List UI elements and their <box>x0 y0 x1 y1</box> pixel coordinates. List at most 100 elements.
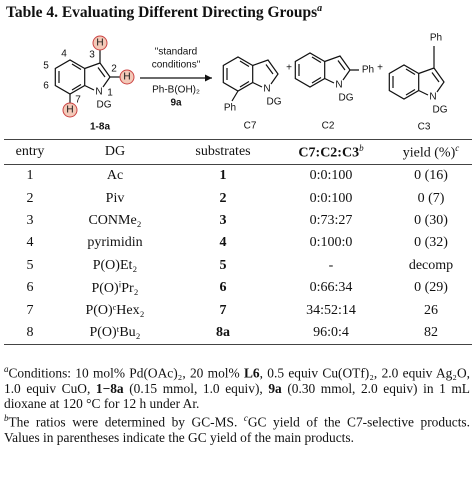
footnote-mark: c <box>455 142 460 153</box>
footnotes: aConditions: 10 mol% Pd(OAc)₂, 20 mol% L… <box>4 362 470 445</box>
table-cell: 5 <box>26 257 34 273</box>
table-cell: - <box>328 257 334 273</box>
table-cell: 1 <box>219 168 227 184</box>
footnote-mark: a <box>4 364 9 374</box>
footnote-text: , 0.5 equiv Cu(OTf)₂, 2.0 equiv Ag₂O, 1.… <box>4 365 470 396</box>
footnote: aConditions: 10 mol% Pd(OAc)₂, 20 mol% L… <box>4 362 470 411</box>
table-row: 7 P(O)ᶜHex₂ 7 34:52:14 26 <box>4 299 472 321</box>
atom-dg: DG <box>433 105 448 116</box>
header-text: entry <box>15 144 45 159</box>
footnote-text: GC yield of the C7-selective products. V… <box>4 414 470 445</box>
table-cell: 0 (29) <box>414 280 448 296</box>
table-body: 1 Ac 1 0:0:100 0 (16) 2 Piv 2 0:0:100 0 (7) 3 CONMe… <box>4 165 472 346</box>
table-cell: 0:73:27 <box>309 212 353 228</box>
footnote-text: L6 <box>243 365 260 381</box>
table-cell: 3 <box>219 212 227 228</box>
title-text: Table 4. Evaluating Different Directing … <box>6 4 318 22</box>
table-cell: 5 <box>219 257 227 273</box>
footnote-mark: b <box>359 142 364 153</box>
reactant: H H H N DG 4 5 6 7 3 2 1 1-8a <box>43 35 135 133</box>
table-cell: 82 <box>390 321 472 346</box>
table-row: 3 CONMe₂ 3 0:73:27 0 (30) <box>4 210 472 232</box>
position: 6 <box>43 81 49 92</box>
table-cell: 96:0:4 <box>272 321 390 346</box>
column-header: substrates <box>174 139 272 165</box>
product: Ph N DG C7 <box>222 56 282 132</box>
table-cell: 7 <box>26 302 34 318</box>
table-cell: 0 (7) <box>417 190 445 206</box>
table-row: 6 P(O)ⁱPr₂ 6 0:66:34 0 (29) <box>4 277 472 299</box>
table-cell: decomp <box>408 257 454 273</box>
atom-n: N <box>335 80 342 91</box>
header-text: yield (%) <box>402 145 456 161</box>
plus: + <box>286 63 292 74</box>
conditions: "standard <box>155 47 197 58</box>
header-text: C7:C2:C3 <box>298 145 360 161</box>
atom-dg: DG <box>97 100 112 111</box>
position: 5 <box>43 61 49 72</box>
substituent: Ph <box>362 65 374 76</box>
product: Ph N DG C2 <box>294 52 374 132</box>
table-cell: 2 <box>26 190 34 206</box>
table-cell: P(O)Et₂ <box>92 257 138 273</box>
substituent: Ph <box>224 103 236 114</box>
conditions: conditions" <box>152 60 201 71</box>
compound-label: 1-8a <box>90 122 110 133</box>
footnote-text: 1−8a <box>95 380 124 396</box>
atom-dg: DG <box>267 97 282 108</box>
footnote-text: (0.30 mmol, 2.0 equiv) in 1 mL dioxane a… <box>4 380 470 411</box>
plus: + <box>377 63 383 74</box>
table-cell: CONMe₂ <box>88 212 142 228</box>
column-header: DG <box>56 139 174 165</box>
substituent: Ph <box>430 33 442 44</box>
indole-bonds <box>388 46 445 100</box>
results-table: entry DG substrates C7:C2:C3b yield (%)c 1 Ac… <box>4 139 472 346</box>
table-cell: 7 <box>219 302 227 318</box>
table-cell: Piv <box>105 190 125 206</box>
table-cell: 1 <box>26 168 34 184</box>
atom-h: H <box>66 105 73 116</box>
table-cell: 4 <box>26 235 34 251</box>
table-cell: 8 <box>4 321 56 346</box>
footnote-mark: b <box>4 413 9 424</box>
table-cell: pyrimidin <box>87 235 143 251</box>
table-row: 8 P(O)ᵗBu₂ 8a 96:0:4 82 <box>4 321 472 346</box>
table-cell: Ac <box>106 168 124 184</box>
indole-bonds <box>54 59 111 95</box>
product: Ph N DG C3 <box>388 33 448 133</box>
position: 4 <box>61 49 67 60</box>
table-cell: 0 (32) <box>414 235 448 251</box>
table-row: 2 Piv 2 0:0:100 0 (7) <box>4 187 472 209</box>
position: 1 <box>107 88 113 99</box>
reaction-scheme: H H H N DG 4 5 6 7 3 2 1 1-8a "standard … <box>43 33 448 133</box>
table-cell: P(O)ᵗBu₂ <box>56 321 174 346</box>
position: 2 <box>111 64 117 75</box>
table-cell: 0:100:0 <box>309 235 353 251</box>
table-cell: P(O)ᶜHex₂ <box>85 302 145 318</box>
footnote-text: Conditions: 10 mol% Pd(OAc)₂, 20 mol% <box>8 365 244 381</box>
table-title: Table 4. Evaluating Different Directing … <box>6 3 322 22</box>
indole-bonds <box>294 52 359 88</box>
column-header: C7:C2:C3b <box>272 139 390 165</box>
product-label: C7 <box>244 121 257 132</box>
table-cell: 3 <box>26 212 34 228</box>
table-cell: 2 <box>219 190 227 206</box>
column-header: entry <box>4 139 56 165</box>
reagent-label: 9a <box>170 98 182 109</box>
table-cell: 6 <box>219 280 227 296</box>
footnote: bThe ratios were determined by GC-MS. cG… <box>4 411 470 445</box>
atom-h: H <box>96 38 103 49</box>
atom-h: H <box>123 72 130 83</box>
table-cell: 8a <box>174 321 272 346</box>
header-text: DG <box>104 144 126 159</box>
atom-n: N <box>429 92 436 103</box>
footnote-mark: c <box>243 413 248 424</box>
table-row: 4 pyrimidin 4 0:100:0 0 (32) <box>4 232 472 254</box>
atom-n: N <box>95 87 102 98</box>
table-cell: 0 (30) <box>414 212 448 228</box>
position: 3 <box>89 50 95 61</box>
atom-dg: DG <box>339 93 354 104</box>
h-highlight <box>62 102 78 118</box>
header-text: substrates <box>195 144 251 159</box>
footnote-text: (0.15 mmol, 1.0 equiv), <box>123 380 269 396</box>
